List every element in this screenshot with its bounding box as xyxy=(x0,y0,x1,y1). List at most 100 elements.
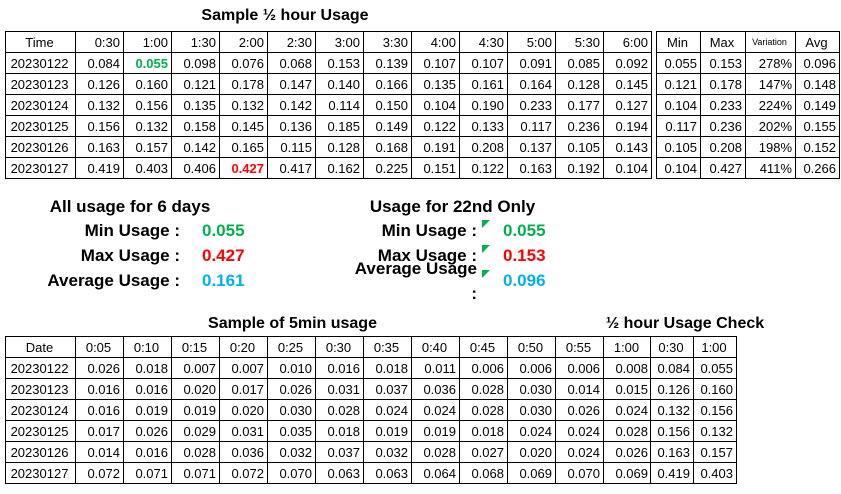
table-cell[interactable]: 0.136 xyxy=(267,115,316,137)
table-cell[interactable]: 0.126 xyxy=(650,378,694,400)
table-cell[interactable]: 0.084 xyxy=(650,357,694,379)
table-cell[interactable]: 0.148 xyxy=(795,73,840,95)
table-cell[interactable]: 0.117 xyxy=(656,115,701,137)
table-cell[interactable]: 0.190 xyxy=(459,94,508,116)
table-cell[interactable]: 0.063 xyxy=(363,462,412,484)
table-cell[interactable]: 0.132 xyxy=(650,399,694,421)
table-cell[interactable]: 0.163 xyxy=(507,157,556,179)
table-cell[interactable]: 0.142 xyxy=(171,136,220,158)
table-cell[interactable]: 0.032 xyxy=(267,441,316,463)
table-cell[interactable]: 0.157 xyxy=(693,441,737,463)
header-cell[interactable]: 0:30 xyxy=(75,31,124,53)
table-cell[interactable]: 0.028 xyxy=(171,441,220,463)
table-cell[interactable]: 0.160 xyxy=(693,378,737,400)
table-cell[interactable]: 0.037 xyxy=(363,378,412,400)
table-cell[interactable]: 0.031 xyxy=(315,378,364,400)
table-cell[interactable]: 0.019 xyxy=(171,399,220,421)
table-cell[interactable]: 0.072 xyxy=(219,462,268,484)
table-cell[interactable]: 0.019 xyxy=(123,399,172,421)
header-cell[interactable]: 0:15 xyxy=(171,336,220,358)
table-cell[interactable]: 0.152 xyxy=(795,136,840,158)
table-cell[interactable]: 0.076 xyxy=(219,52,268,74)
table-cell[interactable]: 0.024 xyxy=(555,441,604,463)
table-cell[interactable]: 20230123 xyxy=(5,73,76,95)
table-cell[interactable]: 0.036 xyxy=(411,378,460,400)
header-cell[interactable]: Max xyxy=(700,31,746,53)
table-cell[interactable]: 0.016 xyxy=(75,378,124,400)
table-cell[interactable]: 0.030 xyxy=(507,399,556,421)
table-cell[interactable]: 0.266 xyxy=(795,157,840,179)
table-cell[interactable]: 0.031 xyxy=(219,420,268,442)
table-cell[interactable]: 147% xyxy=(745,73,796,95)
table-cell[interactable]: 0.026 xyxy=(75,357,124,379)
table-cell[interactable]: 0.132 xyxy=(123,115,172,137)
table-cell[interactable]: 0.121 xyxy=(656,73,701,95)
table-cell[interactable]: 0.029 xyxy=(171,420,220,442)
half-hour-usage-check-table[interactable]: 0:30 1:00 0.084 0.055 0.126 0.160 0.132 0.156 0.… xyxy=(650,336,737,484)
table-cell[interactable]: 0.018 xyxy=(123,357,172,379)
table-cell[interactable]: 0.016 xyxy=(315,357,364,379)
header-cell[interactable]: 2:00 xyxy=(219,31,268,53)
table-cell[interactable]: 0.024 xyxy=(363,399,412,421)
table-cell[interactable]: 0.008 xyxy=(603,357,652,379)
table-cell[interactable]: 0.071 xyxy=(123,462,172,484)
table-cell[interactable]: 0.055 xyxy=(693,357,737,379)
min-usage-value[interactable]: 0.055 xyxy=(503,221,546,240)
table-cell[interactable]: 0.178 xyxy=(700,73,746,95)
table-cell[interactable]: 0.166 xyxy=(363,73,412,95)
table-cell[interactable]: 0.020 xyxy=(171,378,220,400)
header-cell[interactable]: 3:30 xyxy=(363,31,412,53)
table-cell[interactable]: 0.150 xyxy=(363,94,412,116)
table-cell[interactable]: 0.162 xyxy=(315,157,364,179)
table-cell[interactable]: 0.145 xyxy=(219,115,268,137)
table-cell[interactable]: 0.104 xyxy=(603,157,652,179)
table-cell[interactable]: 0.091 xyxy=(507,52,556,74)
table-cell[interactable]: 0.153 xyxy=(700,52,746,74)
header-cell[interactable]: Variation xyxy=(745,31,796,53)
header-cell[interactable]: 1:30 xyxy=(171,31,220,53)
header-cell[interactable]: 0:30 xyxy=(315,336,364,358)
table-cell[interactable]: 0.027 xyxy=(459,441,508,463)
table-cell[interactable]: 0.132 xyxy=(219,94,268,116)
table-cell[interactable]: 0.028 xyxy=(315,399,364,421)
table-cell[interactable]: 0.139 xyxy=(363,52,412,74)
table-cell[interactable]: 0.018 xyxy=(315,420,364,442)
table-cell[interactable]: 0.132 xyxy=(693,420,737,442)
min-usage-value[interactable]: 0.055 xyxy=(202,221,245,240)
table-cell[interactable]: 0.006 xyxy=(459,357,508,379)
table-cell[interactable]: 0.114 xyxy=(315,94,364,116)
half-hour-usage-table[interactable]: Time 0:30 1:00 1:30 2:00 2:30 3:00 3:30 4:00 4:30… xyxy=(5,31,652,179)
table-cell[interactable]: 0.014 xyxy=(555,378,604,400)
table-cell[interactable]: 20230127 xyxy=(5,462,76,484)
table-cell[interactable]: 0.015 xyxy=(603,378,652,400)
table-cell[interactable]: 0.104 xyxy=(656,94,701,116)
table-cell[interactable]: 0.419 xyxy=(650,462,694,484)
average-usage-value[interactable]: 0.161 xyxy=(202,271,245,290)
table-cell[interactable]: 0.030 xyxy=(507,378,556,400)
table-cell[interactable]: 224% xyxy=(745,94,796,116)
header-cell[interactable]: Min xyxy=(656,31,701,53)
table-cell[interactable]: 0.085 xyxy=(555,52,604,74)
table-cell[interactable]: 0.024 xyxy=(507,420,556,442)
table-cell[interactable]: 0.233 xyxy=(507,94,556,116)
table-cell[interactable]: 0.185 xyxy=(315,115,364,137)
table-cell[interactable]: 0.007 xyxy=(171,357,220,379)
table-cell[interactable]: 20230125 xyxy=(5,420,76,442)
table-cell[interactable]: 0.069 xyxy=(603,462,652,484)
table-cell[interactable]: 0.084 xyxy=(75,52,124,74)
table-cell[interactable]: 0.017 xyxy=(75,420,124,442)
table-cell[interactable]: 0.104 xyxy=(656,157,701,179)
table-cell[interactable]: 0.157 xyxy=(123,136,172,158)
table-cell[interactable]: 0.028 xyxy=(603,420,652,442)
table-cell[interactable]: 0.024 xyxy=(555,420,604,442)
table-cell[interactable]: 0.071 xyxy=(171,462,220,484)
header-cell[interactable]: Date xyxy=(5,336,76,358)
table-cell[interactable]: 0.011 xyxy=(411,357,460,379)
table-cell[interactable]: 0.161 xyxy=(459,73,508,95)
table-cell[interactable]: 0.018 xyxy=(459,420,508,442)
table-cell[interactable]: 0.233 xyxy=(700,94,746,116)
table-cell[interactable]: 0.168 xyxy=(363,136,412,158)
table-cell[interactable]: 0.156 xyxy=(123,94,172,116)
header-cell[interactable]: 0:25 xyxy=(267,336,316,358)
header-cell[interactable]: 0:05 xyxy=(75,336,124,358)
